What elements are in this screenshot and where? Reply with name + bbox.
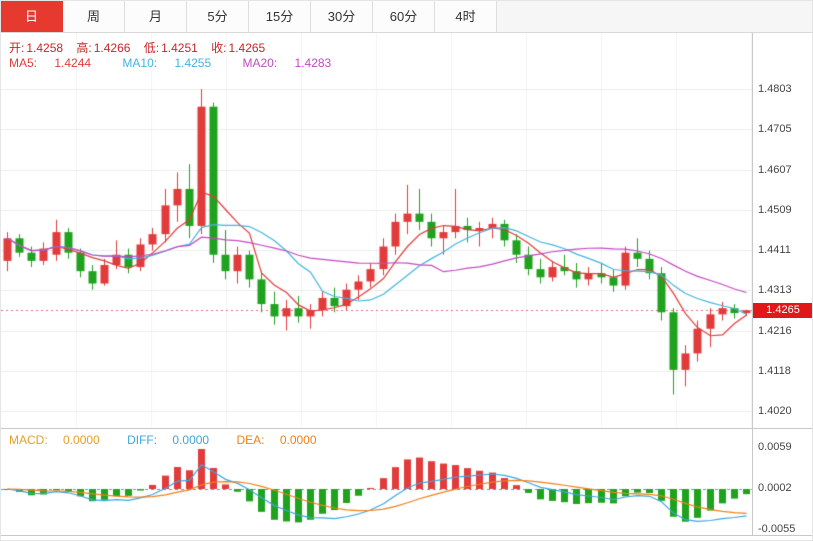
tab-month[interactable]: 月 (125, 1, 187, 32)
close-value: 1.4265 (228, 41, 266, 55)
macd-chart-canvas[interactable] (1, 429, 752, 535)
close-label: 收: (211, 41, 227, 55)
bottom-border (1, 535, 812, 536)
price-axis-label: 1.4118 (758, 364, 791, 377)
macd-axis: 0.0059 0.0002 -0.0055 (752, 429, 812, 535)
main-chart-area: 开: 1.4258 高: 1.4266 低: 1.4251 收: 1.4265 MA5:… (1, 33, 752, 428)
diff-value-readout: DIFF: 0.0000 (127, 433, 210, 447)
price-axis-label: 1.4705 (758, 123, 792, 136)
price-axis-label: 1.4216 (758, 324, 792, 337)
open-label: 开: (9, 41, 25, 55)
tab-15min[interactable]: 15分 (249, 1, 311, 32)
low-label: 低: (143, 41, 160, 55)
tab-5min[interactable]: 5分 (187, 1, 249, 32)
ma-readout: MA5: 1.4244 MA10: 1.4255 MA20: 1.4283 (9, 56, 359, 70)
tab-60min[interactable]: 60分 (373, 1, 435, 32)
macd-readout: MACD: 0.0000 DIFF: 0.0000 DEA: 0.0000 (9, 433, 341, 447)
price-axis-label: 1.4509 (758, 203, 792, 216)
open-value: 1.4258 (26, 41, 64, 55)
ohlc-readout: 开: 1.4258 高: 1.4266 低: 1.4251 收: 1.4265 (9, 39, 275, 56)
candlestick-chart-canvas[interactable] (1, 33, 752, 428)
tab-4hour[interactable]: 4时 (435, 1, 497, 32)
macd-axis-label: 0.0059 (758, 441, 792, 453)
tab-day[interactable]: 日 (1, 1, 63, 32)
price-axis-label: 1.4607 (758, 163, 792, 176)
current-price-tag: 1.4265 (753, 303, 812, 319)
tab-week[interactable]: 周 (63, 1, 125, 32)
price-axis-label: 1.4313 (758, 284, 792, 297)
ma20-readout: MA20: 1.4283 (242, 56, 332, 70)
price-axis-label: 1.4411 (758, 244, 791, 256)
macd-value-readout: MACD: 0.0000 (9, 433, 100, 447)
price-axis-label: 1.4020 (758, 405, 792, 417)
panel-divider (1, 428, 812, 429)
high-label: 高: (76, 41, 92, 55)
macd-panel: MACD: 0.0000 DIFF: 0.0000 DEA: 0.0000 (1, 429, 752, 535)
dea-value-readout: DEA: 0.0000 (236, 433, 317, 447)
ma5-readout: MA5: 1.4244 (9, 56, 92, 70)
macd-axis-label: -0.0055 (758, 523, 796, 535)
timeframe-tabbar: 日 周 月 5分 15分 30分 60分 4时 (1, 1, 812, 33)
ma10-readout: MA10: 1.4255 (122, 56, 212, 70)
low-value: 1.4251 (161, 41, 198, 55)
high-value: 1.4266 (93, 41, 131, 55)
macd-axis-label: 0.0002 (758, 482, 792, 494)
price-axis: 1.4803 1.4705 1.4607 1.4509 1.4411 1.431… (752, 33, 812, 428)
tab-30min[interactable]: 30分 (311, 1, 373, 32)
price-axis-label: 1.4803 (758, 83, 792, 95)
